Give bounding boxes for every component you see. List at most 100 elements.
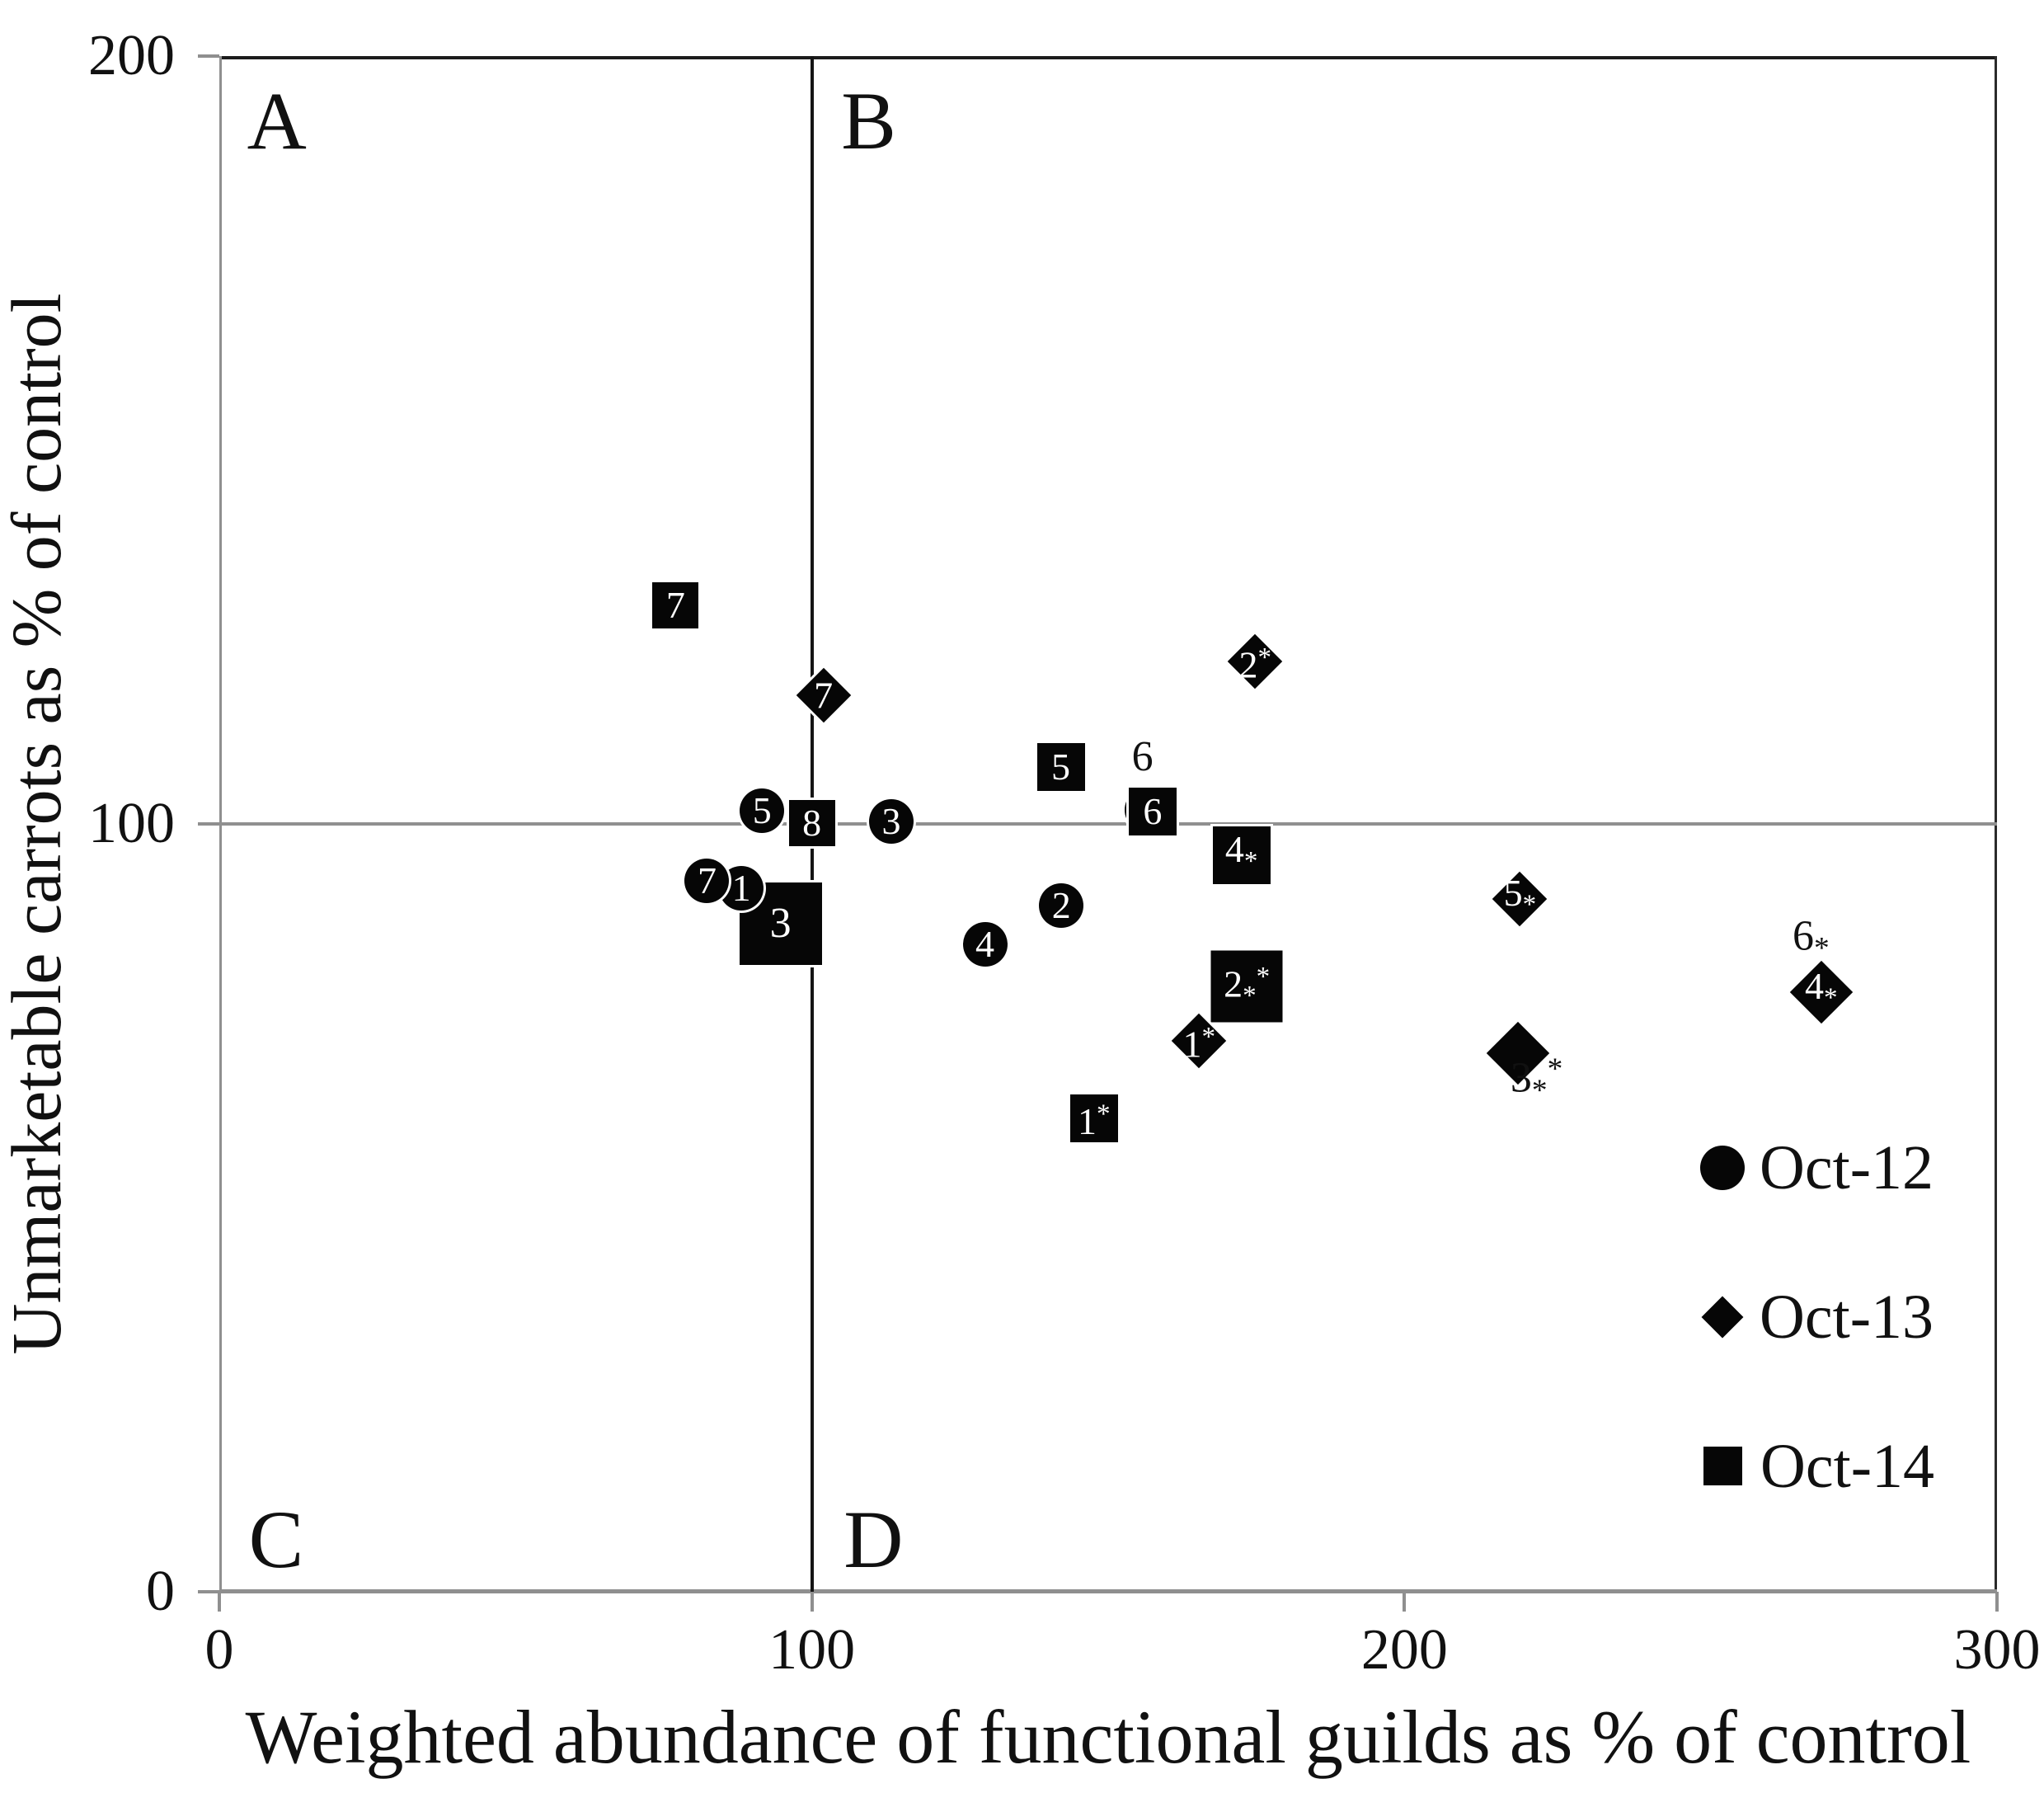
label-text: 3	[1510, 1054, 1532, 1102]
label-text: 5	[752, 789, 772, 832]
asterisk-mark: *	[1813, 932, 1830, 967]
y-tick-mark	[198, 1590, 219, 1593]
y-axis-title: Unmarketable carrots as % of control	[0, 293, 76, 1355]
point-oct-14-1: 1*	[1069, 1094, 1118, 1142]
asterisk-mark: *	[1243, 845, 1258, 877]
y-tick-mark	[198, 822, 219, 826]
point-label: 7	[697, 859, 717, 901]
point-label: 4*	[1225, 831, 1258, 880]
legend-marker-circle-icon	[1700, 1145, 1745, 1190]
x-tick-label: 100	[768, 1618, 856, 1682]
point-label: 5*	[1503, 872, 1537, 924]
point-oct-14-4: 4*	[1212, 826, 1271, 885]
x-axis-title: Weighted abundance of functional guilds …	[245, 1695, 1971, 1779]
point-label: 5	[1051, 748, 1070, 786]
point-label: 1*	[1078, 1095, 1111, 1141]
point-oct-14-2: 2**	[1210, 950, 1283, 1023]
label-text: 3	[881, 800, 901, 843]
point-label: 3	[881, 802, 900, 840]
point-label: 7	[666, 586, 685, 624]
x-tick-mark	[1995, 1592, 1999, 1612]
label-text: 5	[1051, 746, 1070, 788]
label-text: 4	[1224, 828, 1244, 871]
point-label: 5	[753, 792, 772, 830]
asterisk-mark: *	[1823, 982, 1838, 1014]
x-axis-line	[219, 1589, 1997, 1593]
point-label: 7	[814, 673, 834, 716]
reference-line-y100	[219, 822, 1997, 826]
legend-label: Oct-13	[1760, 1282, 1934, 1352]
label-text: 7	[665, 583, 685, 626]
annotation-6: 6	[1132, 736, 1154, 779]
quadrant-label-c: C	[248, 1493, 304, 1585]
annotation-6: 6*	[1793, 915, 1830, 971]
point-label: 2**	[1224, 958, 1270, 1015]
label-text: 5	[1503, 872, 1523, 915]
label-text: 4	[975, 923, 995, 966]
label-text: 2	[1238, 643, 1258, 686]
legend-entry-oct-12: Oct-12	[1700, 1093, 1934, 1242]
point-label: 4*	[1804, 964, 1838, 1017]
asterisk-mark: *	[1547, 1052, 1563, 1086]
asterisk-mark: *	[1201, 1021, 1215, 1052]
point-oct-13-7: 7	[796, 667, 852, 722]
plot-frame-top	[219, 56, 1997, 59]
point-oct-13-2: 2*	[1227, 633, 1283, 689]
point-oct-14-5: 5	[1036, 743, 1085, 792]
label-text: 3	[769, 900, 792, 948]
point-oct-12-4: 4	[962, 922, 1008, 967]
asterisk-mark: *	[1531, 1074, 1548, 1108]
y-tick-label: 100	[88, 792, 175, 855]
point-oct-14-8: 8	[788, 800, 835, 847]
legend-label: Oct-12	[1760, 1132, 1934, 1202]
asterisk-mark: *	[1096, 1099, 1111, 1130]
point-label: 2	[1051, 883, 1071, 926]
point-label: 2*	[1238, 638, 1271, 686]
label-text: 7	[814, 673, 834, 716]
point-oct-12-2: 2	[1039, 882, 1084, 928]
label-text: 6	[1131, 733, 1154, 780]
point-oct-14-6: 6	[1128, 788, 1177, 836]
point-label: 8	[802, 804, 821, 842]
legend-entry-oct-14: Oct-14	[1700, 1391, 1934, 1541]
asterisk-mark: *	[1243, 980, 1257, 1011]
quadrant-label-b: B	[841, 75, 897, 167]
asterisk-mark: *	[1522, 889, 1537, 920]
x-tick-mark	[1403, 1592, 1407, 1612]
x-tick-label: 200	[1360, 1618, 1448, 1682]
legend-label: Oct-14	[1760, 1431, 1935, 1501]
asterisk-mark: *	[1256, 961, 1271, 992]
quadrant-label-a: A	[247, 75, 307, 167]
point-label: 1*	[1182, 1018, 1215, 1065]
label-text: 2	[1224, 962, 1243, 1005]
label-text: 2	[1051, 883, 1071, 926]
point-oct-12-5: 5	[740, 788, 785, 834]
point-label: 4	[975, 925, 994, 963]
y-tick-label: 0	[146, 1560, 175, 1623]
quadrant-label-d: D	[843, 1493, 904, 1585]
legend-marker-diamond-icon	[1701, 1296, 1744, 1338]
label-text: 1	[731, 867, 751, 910]
label-text: 4	[1804, 964, 1824, 1007]
label-text: 6	[1143, 790, 1163, 833]
asterisk-mark: *	[1257, 642, 1271, 673]
label-text: 7	[697, 859, 717, 901]
label-text: 1	[1182, 1022, 1202, 1065]
x-tick-label: 300	[1953, 1618, 2041, 1682]
legend: Oct-12 Oct-13 Oct-14	[1700, 1093, 1934, 1541]
point-oct-12-7: 7	[684, 858, 730, 903]
label-text: 1	[1077, 1100, 1097, 1143]
point-label: 3	[770, 902, 792, 945]
legend-marker-square-icon	[1703, 1447, 1742, 1485]
point-oct-12-3: 3	[868, 799, 914, 845]
point-oct-13-5: 5*	[1492, 872, 1548, 927]
x-tick-label: 0	[204, 1618, 234, 1682]
legend-entry-oct-13: Oct-13	[1700, 1242, 1934, 1391]
annotation-3: 3**	[1511, 1048, 1562, 1113]
y-tick-mark	[198, 54, 219, 58]
point-label: 1	[732, 869, 751, 907]
x-tick-mark	[218, 1592, 221, 1612]
label-text: 6	[1792, 912, 1814, 960]
point-label: 6	[1143, 793, 1162, 831]
